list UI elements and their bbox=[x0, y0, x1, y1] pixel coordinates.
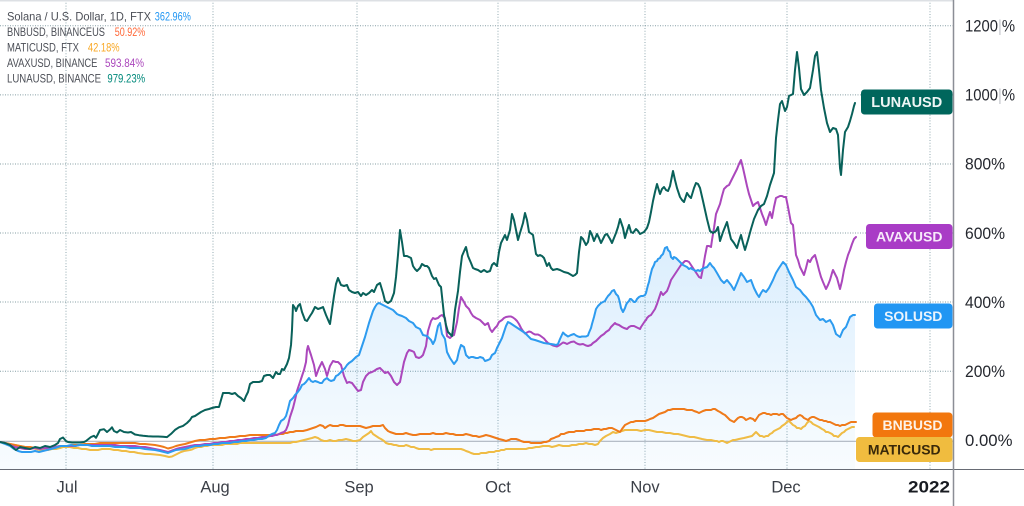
svg-text:1200|%: 1200|% bbox=[965, 18, 1015, 36]
svg-text:800%: 800% bbox=[965, 156, 1005, 174]
svg-text:AVAXUSD: AVAXUSD bbox=[876, 228, 942, 244]
svg-text:0.00%: 0.00% bbox=[965, 432, 1013, 450]
svg-text:362.96%: 362.96% bbox=[155, 9, 191, 23]
svg-text:Nov: Nov bbox=[630, 479, 660, 497]
svg-text:Solana / U.S. Dollar, 1D, FTX: Solana / U.S. Dollar, 1D, FTX bbox=[7, 9, 151, 23]
svg-text:Dec: Dec bbox=[771, 479, 800, 497]
svg-text:BNBUSD, BINANCEUS: BNBUSD, BINANCEUS bbox=[7, 25, 105, 39]
svg-text:LUNAUSD: LUNAUSD bbox=[871, 95, 942, 111]
svg-text:Jul: Jul bbox=[56, 479, 77, 497]
svg-text:BNBUSD: BNBUSD bbox=[883, 417, 943, 433]
svg-text:400%: 400% bbox=[965, 294, 1005, 312]
svg-text:42.18%: 42.18% bbox=[88, 41, 120, 55]
svg-text:Aug: Aug bbox=[200, 479, 229, 497]
svg-text:MATICUSD, FTX: MATICUSD, FTX bbox=[7, 41, 79, 55]
svg-text:MATICUSD: MATICUSD bbox=[868, 441, 941, 457]
svg-text:200%: 200% bbox=[965, 363, 1005, 381]
svg-text:AVAXUSD, BINANCE: AVAXUSD, BINANCE bbox=[7, 56, 97, 70]
svg-text:Oct: Oct bbox=[485, 479, 511, 497]
svg-text:2022: 2022 bbox=[908, 479, 950, 497]
svg-text:SOLUSD: SOLUSD bbox=[884, 308, 942, 324]
svg-text:1000|%: 1000|% bbox=[965, 87, 1015, 105]
svg-text:979.23%: 979.23% bbox=[107, 72, 145, 86]
svg-text:600%: 600% bbox=[965, 225, 1005, 243]
svg-text:LUNAUSD, BINANCE: LUNAUSD, BINANCE bbox=[7, 72, 101, 86]
svg-text:Sep: Sep bbox=[344, 479, 373, 497]
svg-text:50.92%: 50.92% bbox=[115, 25, 146, 39]
svg-text:593.84%: 593.84% bbox=[105, 56, 144, 70]
